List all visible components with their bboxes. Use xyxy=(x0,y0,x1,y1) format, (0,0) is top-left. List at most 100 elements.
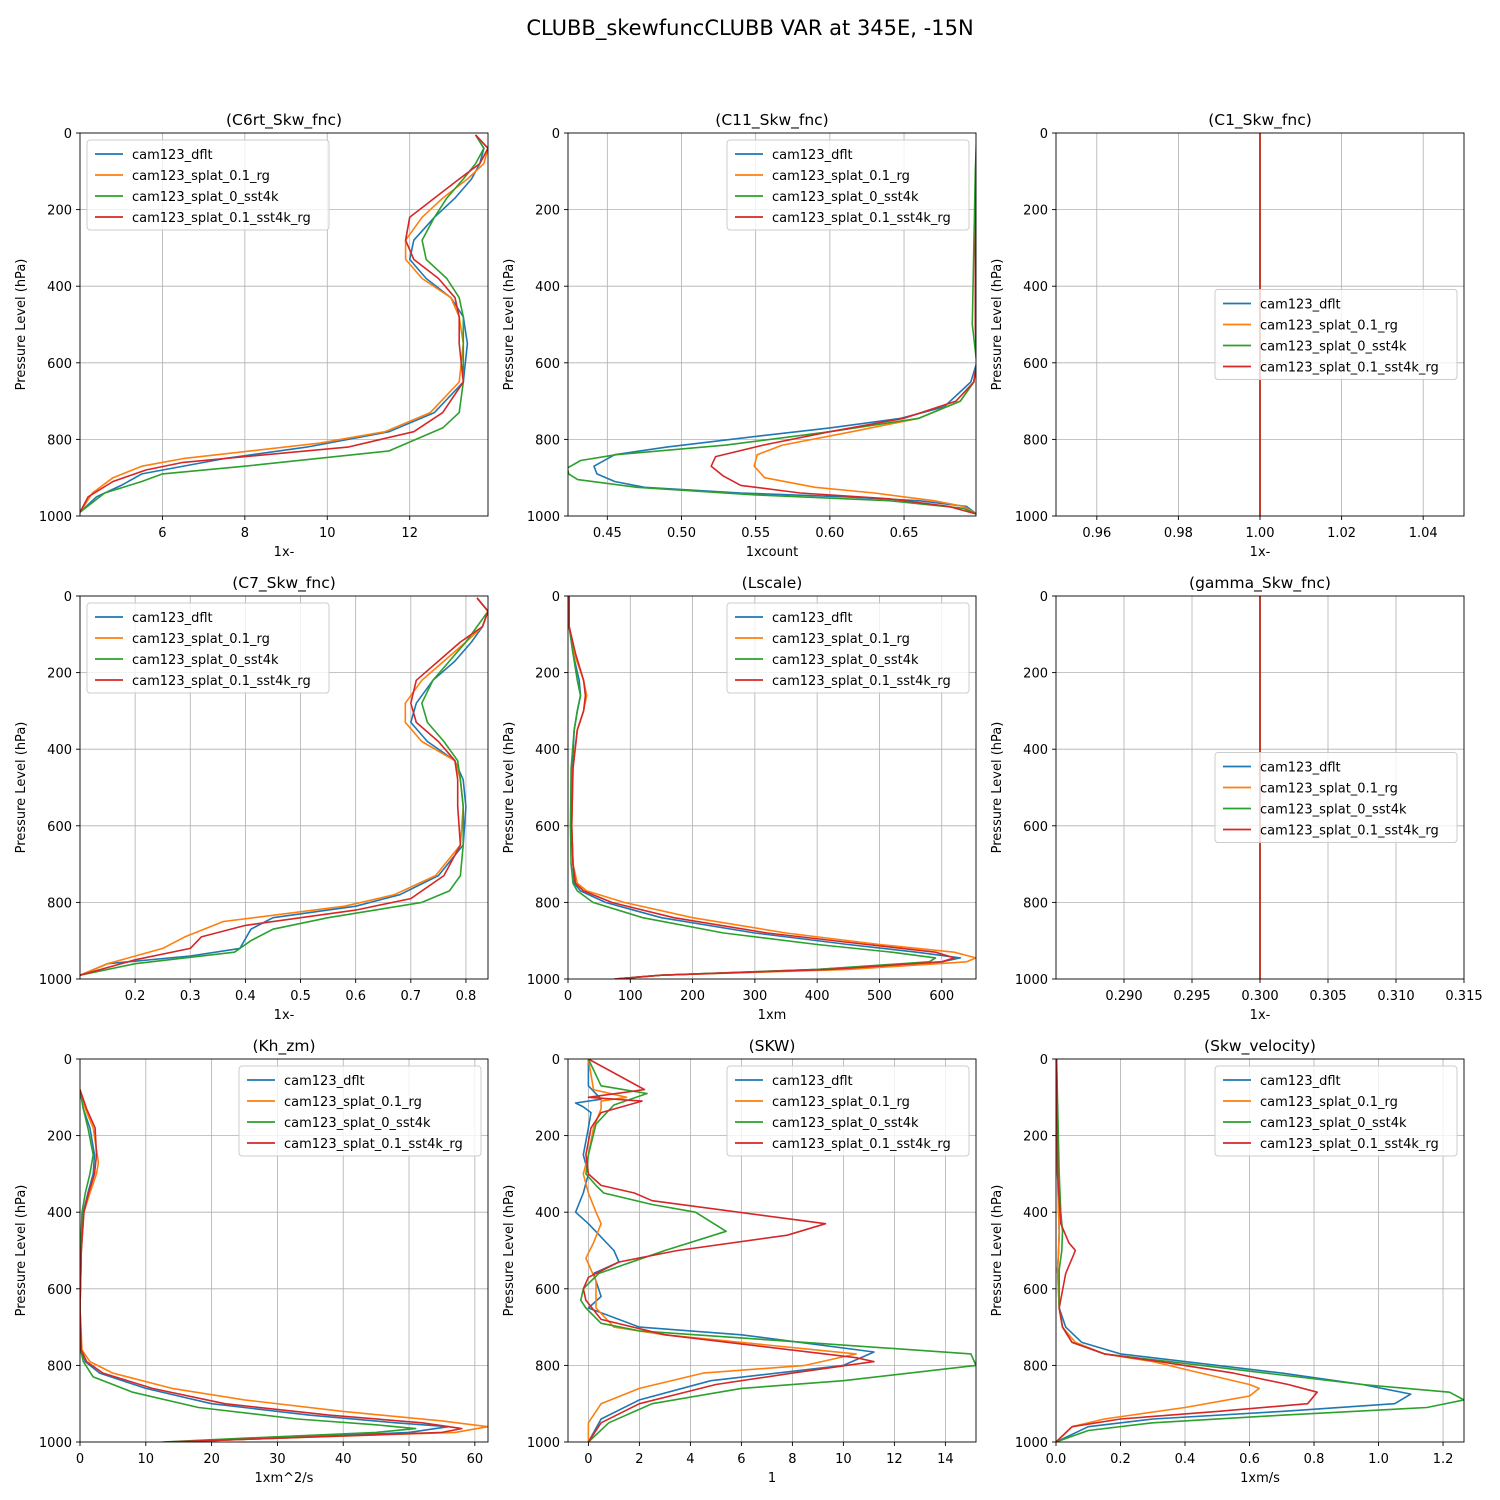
legend-label: cam123_splat_0_sst4k xyxy=(772,190,919,205)
y-tick-label: 1000 xyxy=(39,510,72,525)
legend-box xyxy=(1214,289,1458,380)
y-tick-label: 600 xyxy=(535,820,560,835)
subplot-title: (C6rt_Skw_fnc) xyxy=(226,111,342,130)
series-group xyxy=(574,1059,976,1442)
y-tick-label: 1000 xyxy=(1015,510,1048,525)
x-tick-label: 0.65 xyxy=(890,526,919,541)
y-tick-label: 800 xyxy=(1023,1359,1048,1374)
x-tick-label: 0.7 xyxy=(400,989,421,1004)
legend: cam123_dflt cam123_splat_0.1_rg cam123_spl… xyxy=(86,139,330,231)
y-tick-label: 0 xyxy=(552,127,560,142)
x-tick-label: 0.98 xyxy=(1164,526,1193,541)
y-tick-label: 400 xyxy=(1023,1206,1048,1221)
x-axis-label: 1xm xyxy=(758,1008,787,1023)
legend-box xyxy=(1214,752,1458,843)
subplot-8: 0 2 4 6 8 10 12 14 0 200 400 600 800 1000 (SKW) 1 Pressu… xyxy=(502,1037,977,1486)
y-tick-label: 0 xyxy=(64,1053,72,1068)
legend-label: cam123_splat_0.1_sst4k_rg xyxy=(132,674,311,689)
y-tick-label: 1000 xyxy=(39,1436,72,1451)
y-tick-label: 600 xyxy=(47,357,72,372)
y-tick-label: 600 xyxy=(47,1283,72,1298)
y-tick-label: 200 xyxy=(47,204,72,219)
figure-title: CLUBB_skewfuncCLUBB VAR at 345E, -15N xyxy=(526,16,974,40)
x-tick-label: 20 xyxy=(203,1452,220,1467)
series-line-cam123_splat_0_sst4k xyxy=(579,1059,976,1442)
legend-label: cam123_splat_0.1_rg xyxy=(1260,782,1398,797)
series-line-cam123_splat_0_sst4k xyxy=(80,134,485,513)
x-tick-label: 0.6 xyxy=(1239,1452,1260,1467)
legend-label: cam123_splat_0.1_sst4k_rg xyxy=(1260,1137,1439,1152)
legend-label: cam123_splat_0_sst4k xyxy=(132,190,279,205)
series-line-cam123_splat_0_sst4k xyxy=(80,1089,417,1442)
x-axis-label: 1xm^2/s xyxy=(255,1471,314,1486)
legend-label: cam123_splat_0_sst4k xyxy=(772,1116,919,1131)
y-tick-label: 800 xyxy=(1023,433,1048,448)
y-tick-label: 0 xyxy=(64,127,72,142)
x-tick-label: 0 xyxy=(564,989,572,1004)
y-tick-label: 800 xyxy=(47,896,72,911)
x-tick-label: 60 xyxy=(467,1452,484,1467)
x-tick-label: 0.6 xyxy=(345,989,366,1004)
x-tick-label: 600 xyxy=(929,989,954,1004)
legend-label: cam123_splat_0.1_sst4k_rg xyxy=(1260,824,1439,839)
legend-label: cam123_splat_0.1_sst4k_rg xyxy=(284,1137,463,1152)
legend-label: cam123_splat_0.1_sst4k_rg xyxy=(132,211,311,226)
x-tick-label: 1.0 xyxy=(1368,1452,1389,1467)
x-axis-label: 1x- xyxy=(274,1008,295,1023)
x-tick-label: 10 xyxy=(319,526,336,541)
legend-box xyxy=(86,139,330,231)
legend-label: cam123_splat_0.1_sst4k_rg xyxy=(772,674,951,689)
x-axis-label: 1xm/s xyxy=(1240,1471,1280,1486)
y-axis-label: Pressure Level (hPa) xyxy=(502,722,517,854)
y-tick-label: 400 xyxy=(535,743,560,758)
x-tick-label: 1.00 xyxy=(1246,526,1275,541)
subplot-title: (SKW) xyxy=(749,1037,796,1055)
y-tick-label: 600 xyxy=(1023,1283,1048,1298)
x-tick-label: 12 xyxy=(886,1452,903,1467)
legend-label: cam123_dflt xyxy=(772,611,853,626)
y-tick-label: 1000 xyxy=(527,973,560,988)
x-axis-label: 1xcount xyxy=(746,545,798,560)
legend-label: cam123_splat_0_sst4k xyxy=(1260,803,1407,818)
legend-label: cam123_splat_0_sst4k xyxy=(1260,340,1407,355)
legend-label: cam123_dflt xyxy=(772,148,853,163)
series-line-cam123_splat_0_sst4k xyxy=(80,597,488,976)
x-tick-label: 100 xyxy=(618,989,643,1004)
legend-box xyxy=(726,139,970,231)
subplot-6: 0.290 0.295 0.300 0.305 0.310 0.315 0 200 400 600… xyxy=(990,574,1483,1023)
series-line-cam123_splat_0.1_sst4k_rg xyxy=(710,133,976,515)
y-tick-label: 200 xyxy=(47,667,72,682)
subplot-1: 6 8 10 12 0 200 400 600 800 1000 (C6rt_Skw_fnc) 1x-… xyxy=(14,111,489,560)
y-tick-label: 0 xyxy=(552,590,560,605)
y-tick-label: 400 xyxy=(1023,280,1048,295)
legend-label: cam123_splat_0_sst4k xyxy=(1260,1116,1407,1131)
x-tick-label: 0.4 xyxy=(235,989,256,1004)
series-line-cam123_splat_0_sst4k xyxy=(568,133,976,515)
series-line-cam123_splat_0_sst4k xyxy=(568,596,937,979)
subplot-title: (C1_Skw_fnc) xyxy=(1208,111,1312,130)
legend: cam123_dflt cam123_splat_0.1_rg cam123_spl… xyxy=(1214,1065,1458,1157)
x-tick-label: 0.4 xyxy=(1175,1452,1196,1467)
y-tick-label: 200 xyxy=(535,667,560,682)
x-tick-label: 1.2 xyxy=(1433,1452,1454,1467)
x-tick-label: 0.2 xyxy=(1110,1452,1131,1467)
subplot-4: 0.2 0.3 0.4 0.5 0.6 0.7 0.8 0 200 400 600 800 1000 (C… xyxy=(14,574,489,1023)
y-tick-label: 0 xyxy=(1040,127,1048,142)
y-axis-label: Pressure Level (hPa) xyxy=(14,259,29,391)
x-tick-label: 6 xyxy=(737,1452,745,1467)
legend-label: cam123_splat_0.1_rg xyxy=(284,1095,422,1110)
y-tick-label: 200 xyxy=(1023,1130,1048,1145)
axes-frame xyxy=(79,595,489,980)
subplot-title: (C11_Skw_fnc) xyxy=(715,111,828,130)
axes-frame xyxy=(567,595,977,980)
y-tick-label: 800 xyxy=(47,1359,72,1374)
subplot-title: (Kh_zm) xyxy=(252,1037,315,1056)
legend-label: cam123_splat_0.1_sst4k_rg xyxy=(1260,361,1439,376)
y-tick-label: 200 xyxy=(535,204,560,219)
series-line-cam123_splat_0.1_rg xyxy=(582,1059,858,1442)
legend-label: cam123_dflt xyxy=(284,1074,365,1089)
legend-box xyxy=(726,602,970,694)
y-axis-label: Pressure Level (hPa) xyxy=(14,722,29,854)
y-tick-label: 1000 xyxy=(527,1436,560,1451)
series-group xyxy=(568,133,976,515)
